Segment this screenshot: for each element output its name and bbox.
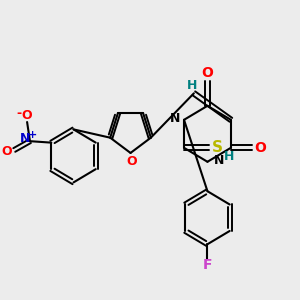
Text: S: S [212, 140, 223, 155]
Text: -: - [16, 107, 22, 120]
Text: H: H [187, 79, 198, 92]
Text: +: + [28, 130, 37, 140]
Text: O: O [202, 66, 213, 80]
Text: N: N [214, 154, 224, 167]
Text: O: O [254, 141, 266, 155]
Text: N: N [20, 132, 30, 145]
Text: N: N [170, 112, 180, 125]
Text: O: O [22, 109, 32, 122]
Text: O: O [127, 155, 137, 168]
Text: F: F [203, 258, 212, 272]
Text: O: O [2, 145, 13, 158]
Text: H: H [224, 150, 234, 163]
